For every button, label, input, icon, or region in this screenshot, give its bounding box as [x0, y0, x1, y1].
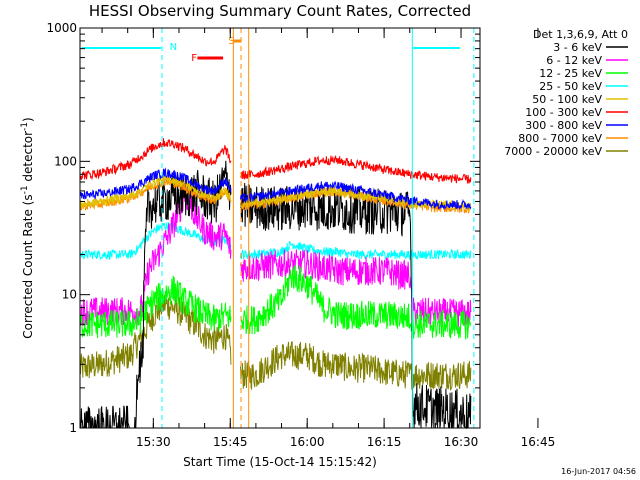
y-tick-label: 1000 [46, 21, 77, 35]
legend-label-1: 3 - 6 keV [553, 41, 602, 54]
x-axis-label: Start Time (15-Oct-14 15:15:42) [183, 455, 377, 469]
series-line-4-segment-2 [240, 240, 472, 262]
legend-label-3: 12 - 25 keV [539, 67, 602, 80]
y-axis-label-part-3: ) [21, 117, 35, 122]
legend-label-7: 300 - 800 keV [525, 119, 602, 132]
legend-header: Det 1,3,6,9, Att 0 [533, 28, 628, 41]
x-tick-label: 16:15 [367, 435, 402, 449]
series-line-8-segment-1 [79, 177, 232, 211]
y-axis-label: Corrected Count Rate (s-1 detector-1) [20, 117, 35, 338]
legend-label-2: 6 - 12 keV [546, 54, 602, 67]
series-line-3-segment-2 [240, 265, 472, 340]
legend-label-4: 25 - 50 keV [539, 80, 602, 93]
series-line-5-segment-1 [79, 174, 232, 209]
plot-frame [79, 27, 481, 429]
night-flag-label: N [170, 42, 177, 53]
legend-label-6: 100 - 300 keV [525, 106, 602, 119]
y-axis-label-sup-1: -1 [20, 185, 30, 194]
series-line-5-segment-2 [240, 185, 471, 213]
legend-label-9: 7000 - 20000 keV [504, 145, 602, 158]
y-axis-label-part-1: Corrected Count Rate (s [21, 194, 35, 338]
x-tick-label: 16:45 [521, 435, 556, 449]
legend-label-8: 800 - 7000 keV [518, 132, 602, 145]
y-axis-label-part-2: detector [21, 131, 35, 186]
series-line-3-segment-1 [79, 275, 232, 339]
chart-title: HESSI Observing Summary Count Rates, Cor… [89, 2, 471, 20]
y-tick-label: 1 [69, 421, 77, 435]
y-axis-label-sup-2: -1 [20, 122, 30, 131]
footer-date: 16-Jun-2017 04:56 [561, 467, 636, 476]
saa-flag-label: S [228, 36, 234, 47]
series-line-9-segment-1 [79, 291, 232, 379]
axis-ticks: 15:30 15:45 16:00 16:15 16:30 16:45 1 10 100 1000 [46, 21, 555, 449]
series-line-6-segment-1 [79, 138, 232, 181]
x-tick-label: 15:30 [136, 435, 171, 449]
flare-flag-label: F [191, 53, 197, 64]
x-tick-label: 16:00 [290, 435, 325, 449]
series-line-9-segment-2 [240, 341, 472, 391]
series-line-2-segment-1 [79, 188, 232, 326]
series-line-2-segment-2 [240, 249, 472, 328]
x-tick-label: 16:30 [444, 435, 479, 449]
x-tick-label: 15:45 [213, 435, 248, 449]
y-tick-label: 10 [62, 288, 77, 302]
series-line-7-segment-2 [240, 181, 472, 211]
series-line-7-segment-1 [79, 167, 232, 200]
legend-label-5: 50 - 100 keV [532, 93, 602, 106]
series-line-1-segment-2 [240, 182, 472, 430]
y-tick-label: 100 [54, 154, 77, 168]
series-line-6-segment-2 [240, 155, 472, 184]
